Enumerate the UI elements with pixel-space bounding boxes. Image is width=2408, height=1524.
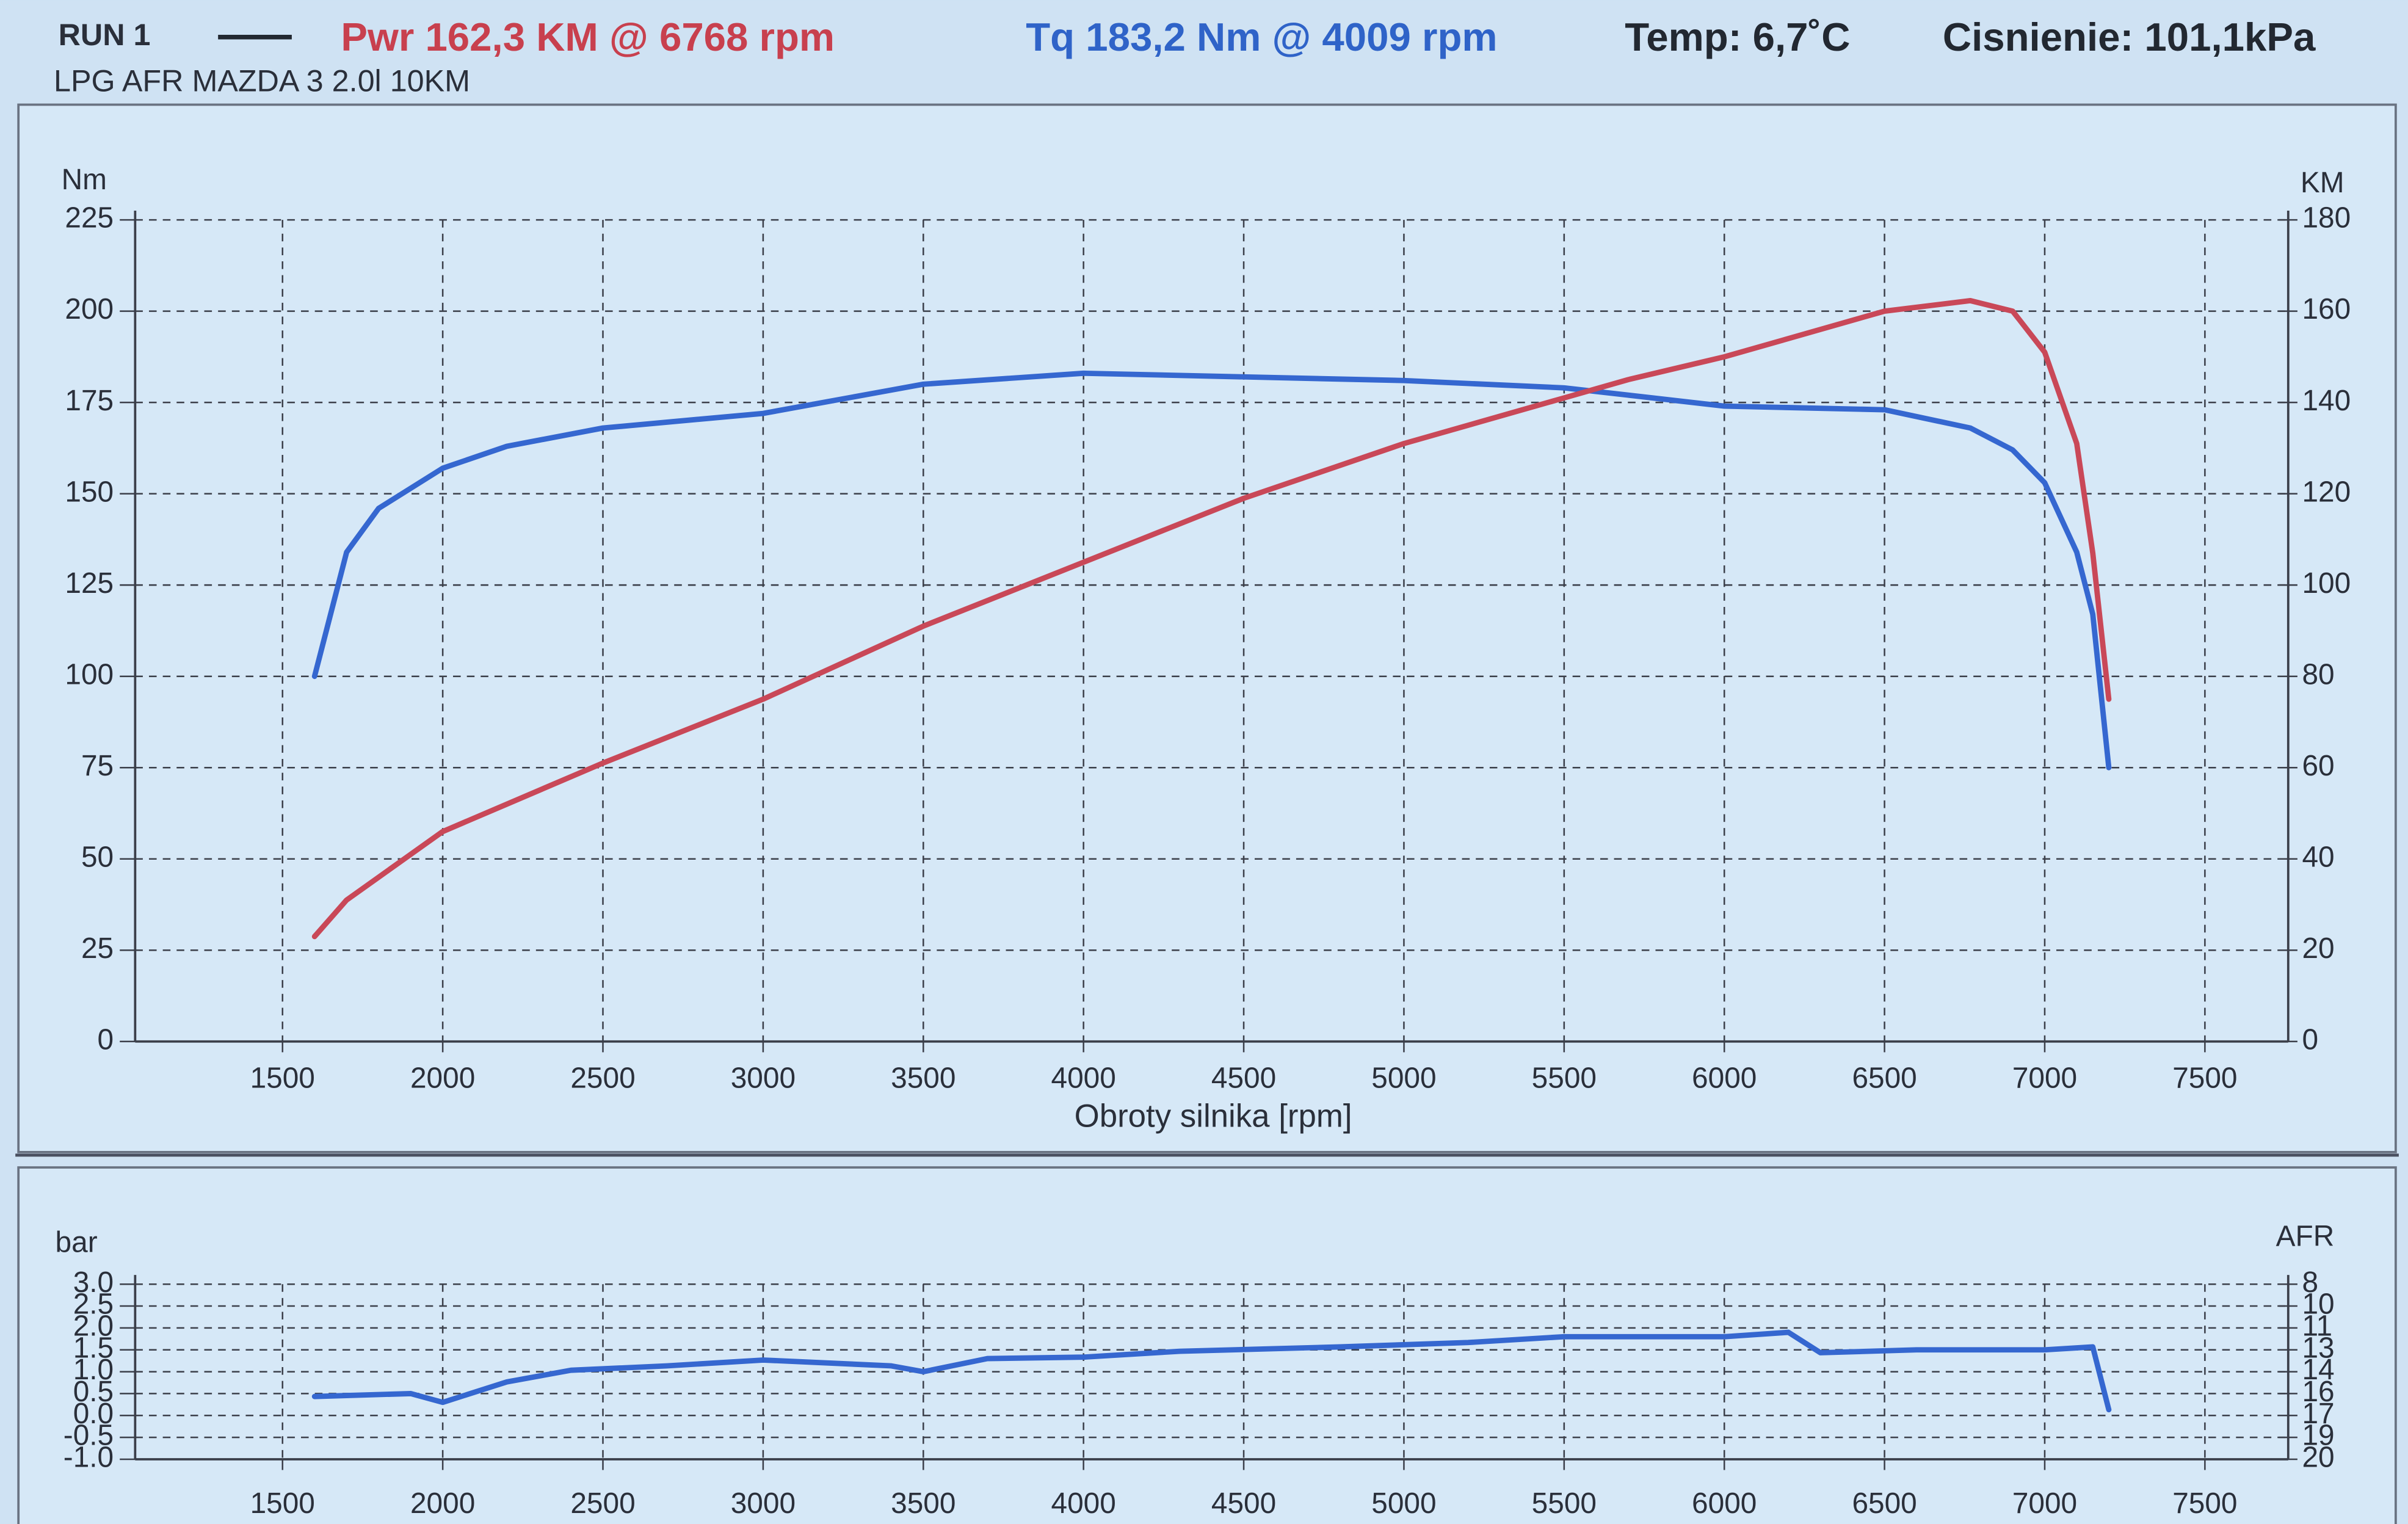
x-tick-label: 1500	[250, 1062, 315, 1094]
y2-tick-label: 140	[2302, 385, 2351, 417]
y-tick-label: 0.5	[73, 1376, 114, 1408]
x-tick-label: 6500	[1852, 1062, 1917, 1094]
y-tick-label: 0.0	[73, 1398, 114, 1430]
x-tick-label: 3500	[891, 1487, 956, 1520]
x-tick-label: 4500	[1211, 1062, 1276, 1094]
y2-tick-label: 14	[2302, 1354, 2334, 1386]
y-tick-label: 0	[98, 1023, 114, 1056]
y-tick-label: 175	[65, 385, 114, 417]
y2-axis-title: AFR	[2276, 1220, 2335, 1252]
y2-tick-label: 180	[2302, 202, 2351, 234]
x-tick-label: 7500	[2172, 1062, 2237, 1094]
x-tick-label: 7000	[2012, 1062, 2077, 1094]
y-tick-label: 150	[65, 476, 114, 508]
x-tick-label: 6500	[1852, 1487, 1917, 1520]
y2-tick-label: 17	[2302, 1398, 2334, 1430]
x-tick-label: 2000	[410, 1487, 475, 1520]
y2-tick-label: 16	[2302, 1376, 2334, 1408]
header-annotation: Temp: 6,7˚C	[1625, 15, 1850, 59]
y-tick-label: -0.5	[63, 1420, 114, 1452]
x-tick-label: 3000	[731, 1062, 796, 1094]
y2-tick-label: 0	[2302, 1023, 2318, 1056]
y-tick-label: 75	[81, 750, 114, 782]
y2-axis-title: KM	[2301, 167, 2345, 199]
y-tick-label: -1.0	[63, 1442, 114, 1474]
x-tick-label: 5000	[1371, 1487, 1436, 1520]
header-annotation: Tq 183,2 Nm @ 4009 rpm	[1026, 15, 1497, 59]
x-tick-label: 2500	[570, 1062, 635, 1094]
y-tick-label: 3.0	[73, 1266, 114, 1299]
y-tick-label: 200	[65, 293, 114, 325]
x-tick-label: 3500	[891, 1062, 956, 1094]
y2-tick-label: 60	[2302, 750, 2334, 782]
x-tick-label: 5000	[1371, 1062, 1436, 1094]
y2-tick-label: 120	[2302, 476, 2351, 508]
x-tick-label: 2500	[570, 1487, 635, 1520]
x-tick-label: 2000	[410, 1062, 475, 1094]
y2-tick-label: 8	[2302, 1266, 2318, 1299]
bottom-panel	[17, 1166, 2397, 1524]
y-axis-title: bar	[56, 1226, 98, 1258]
y2-tick-label: 160	[2302, 293, 2351, 325]
data-line	[311, 298, 2112, 940]
y2-tick-label: 13	[2302, 1332, 2334, 1364]
x-tick-label: 5500	[1532, 1062, 1597, 1094]
subtitle: LPG AFR MAZDA 3 2.0l 10KM	[54, 64, 470, 98]
x-tick-label: 1500	[250, 1487, 315, 1520]
x-tick-label: 6000	[1692, 1062, 1757, 1094]
x-tick-label: 3000	[731, 1487, 796, 1520]
y-tick-label: 1.0	[73, 1354, 114, 1386]
y2-tick-label: 20	[2302, 1442, 2334, 1474]
y2-tick-label: 10	[2302, 1288, 2334, 1321]
y2-tick-label: 19	[2302, 1420, 2334, 1452]
x-tick-label: 4000	[1051, 1487, 1116, 1520]
header-annotation: Cisnienie: 101,1kPa	[1943, 15, 2316, 59]
y2-tick-label: 80	[2302, 658, 2334, 691]
x-tick-label: 4000	[1051, 1062, 1116, 1094]
x-tick-label: 5500	[1532, 1487, 1597, 1520]
x-tick-label: 7500	[2172, 1487, 2237, 1520]
y2-tick-label: 40	[2302, 841, 2334, 873]
x-tick-label: 4500	[1211, 1487, 1276, 1520]
x-tick-label: 7000	[2012, 1487, 2077, 1520]
data-line	[311, 1329, 2112, 1413]
x-axis-title: Obroty silnika [rpm]	[1075, 1098, 1352, 1134]
y2-tick-label: 100	[2302, 567, 2351, 600]
y2-tick-label: 11	[2302, 1310, 2332, 1343]
y-tick-label: 50	[81, 841, 114, 873]
y-axis-title: Nm	[62, 164, 107, 196]
y2-tick-label: 20	[2302, 932, 2334, 965]
data-line	[311, 370, 2112, 771]
y-tick-label: 2.0	[73, 1310, 114, 1343]
y-tick-label: 125	[65, 567, 114, 600]
y-tick-label: 25	[81, 932, 114, 965]
y-tick-label: 100	[65, 658, 114, 691]
run-label: RUN 1	[59, 17, 151, 52]
header-annotation: Pwr 162,3 KM @ 6768 rpm	[341, 15, 835, 59]
top-panel	[17, 103, 2397, 1153]
y-tick-label: 1.5	[73, 1332, 114, 1364]
y-tick-label: 225	[65, 202, 114, 234]
x-tick-label: 6000	[1692, 1487, 1757, 1520]
y-tick-label: 2.5	[73, 1288, 114, 1321]
